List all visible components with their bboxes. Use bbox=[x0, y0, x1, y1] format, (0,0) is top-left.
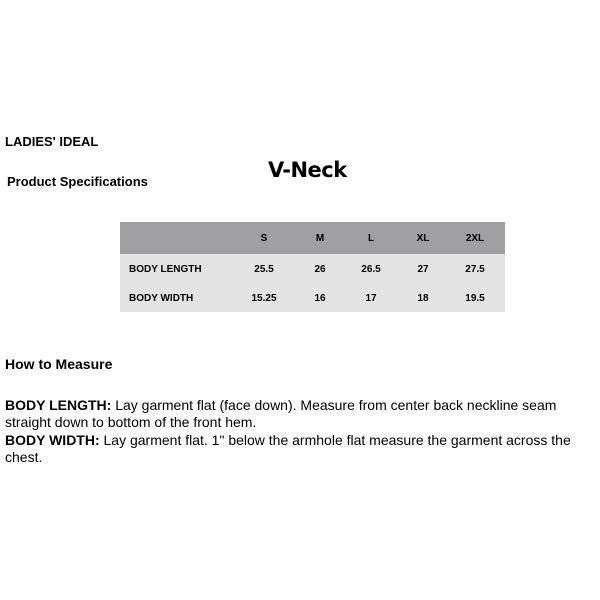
table-body: BODY LENGTH 25.5 26 26.5 27 27.5 BODY WI… bbox=[120, 254, 505, 312]
table-cell: 25.5 bbox=[254, 264, 274, 275]
table-header-row: S M L XL 2XL bbox=[120, 222, 505, 254]
column-header: XL bbox=[416, 233, 430, 244]
style-name: V-Neck bbox=[268, 158, 347, 182]
body-width-instruction: BODY WIDTH: Lay garment flat. 1" below t… bbox=[5, 432, 600, 466]
brand-line: LADIES' IDEAL bbox=[5, 134, 99, 149]
column-header: S bbox=[260, 233, 268, 244]
definition: Lay garment flat. 1" below the armhole f… bbox=[5, 432, 571, 465]
table-cell: 15.25 bbox=[251, 293, 277, 304]
table-cell: 26.5 bbox=[361, 264, 381, 275]
table-cell: 18 bbox=[417, 293, 429, 304]
table-cell: 27.5 bbox=[465, 264, 485, 275]
body-length-instruction: BODY LENGTH: Lay garment flat (face down… bbox=[5, 397, 600, 431]
definition: Lay garment flat (face down). Measure fr… bbox=[5, 397, 557, 430]
size-spec-table: S M L XL 2XL BODY LENGTH 25.5 26 26.5 27… bbox=[120, 222, 505, 312]
term: BODY LENGTH: bbox=[5, 397, 112, 413]
column-header: M bbox=[315, 233, 325, 244]
table-cell: 17 bbox=[365, 293, 377, 304]
column-header: L bbox=[367, 233, 375, 244]
column-header: 2XL bbox=[465, 233, 485, 244]
table-cell: 27 bbox=[417, 264, 429, 275]
row-label: BODY LENGTH bbox=[129, 264, 202, 275]
term: BODY WIDTH: bbox=[5, 432, 100, 448]
row-label: BODY WIDTH bbox=[129, 293, 194, 304]
table-cell: 16 bbox=[314, 293, 326, 304]
table-cell: 26 bbox=[314, 264, 326, 275]
section-title: Product Specifications bbox=[7, 174, 148, 189]
table-cell: 19.5 bbox=[465, 293, 485, 304]
how-to-measure-title: How to Measure bbox=[5, 356, 113, 372]
